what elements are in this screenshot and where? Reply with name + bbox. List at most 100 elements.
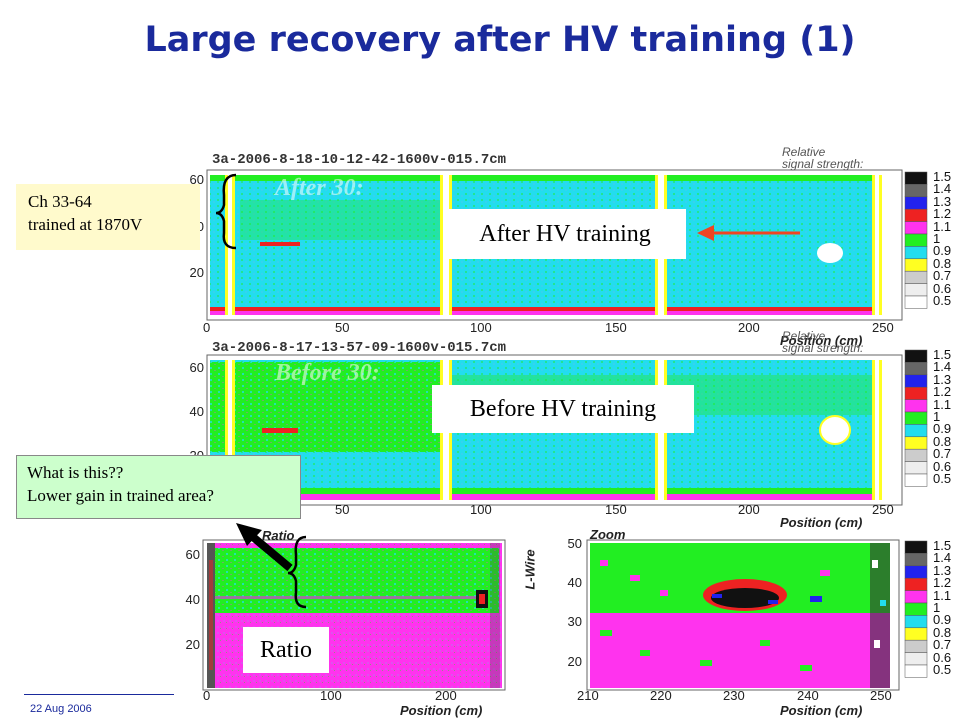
panel-before-overlay: Before 30: (275, 360, 380, 386)
legend-swatch (904, 590, 928, 604)
legend-value: 1.4 (933, 181, 952, 197)
legend-value: 1.4 (933, 359, 952, 375)
panel-ratio-xtick: 200 (435, 688, 457, 703)
brace-trained-ratio (287, 535, 307, 609)
panel-after-ytick: 20 (189, 265, 204, 280)
panel-zoom-ytick: 30 (567, 614, 582, 629)
legend-value: 0.6 (933, 649, 952, 665)
panel-ratio-xtick: 0 (203, 688, 211, 703)
legend-swatch (904, 473, 928, 487)
slide-title: Large recovery after HV training (1) (144, 20, 856, 60)
legend-swatches-bottom (904, 540, 928, 678)
legend-value: 1 (933, 409, 941, 424)
legend-title: Relative signal strength: (782, 146, 863, 170)
legend-title-line1: Relative (782, 329, 826, 343)
legend-swatch (904, 171, 928, 185)
panel-before-ytick: 40 (189, 404, 204, 419)
legend-swatch (904, 424, 928, 438)
panel-after-xtick: 150 (605, 320, 627, 335)
panel-ratio-ytick: 40 (185, 592, 200, 607)
legend-value: 0.7 (933, 446, 952, 462)
legend-swatch (904, 615, 928, 629)
panel-ratio-xlabel: Position (cm) (400, 703, 483, 718)
legend-value: 1.3 (933, 193, 952, 209)
legend-swatches-middle (904, 349, 928, 487)
panel-after-xtick: 250 (872, 320, 894, 335)
legend-swatch (904, 436, 928, 450)
panel-after-header: 3a-2006-8-18-10-12-42-1600v-015.7cm (212, 152, 507, 168)
legend-value: 0.9 (933, 612, 952, 628)
callout-after-hv-training: After HV training (444, 209, 686, 259)
legend-value: 1.1 (933, 587, 952, 603)
legend-value: 0.7 (933, 268, 952, 284)
legend-swatch (904, 184, 928, 198)
legend-value: 0.8 (933, 433, 952, 449)
legend-swatch (904, 411, 928, 425)
legend-swatch (904, 208, 928, 222)
legend-value: 1.5 (933, 169, 952, 184)
note-question-line2: Lower gain in trained area? (27, 486, 214, 505)
legend-value: 1.2 (933, 384, 952, 400)
panel-before-header: 3a-2006-8-17-13-57-09-1600v-015.7cm (212, 340, 507, 356)
panel-ratio-ytick: 20 (185, 637, 200, 652)
legend-swatch (904, 448, 928, 462)
legend-swatch (904, 196, 928, 210)
legend-swatch (904, 639, 928, 653)
panel-before-xlabel: Position (cm) (780, 515, 863, 530)
callout-ratio: Ratio (243, 627, 329, 673)
note-lower-gain-question: What is this?? Lower gain in trained are… (16, 455, 301, 519)
panel-zoom-header: Zoom (590, 527, 626, 542)
legend-swatch (904, 295, 928, 309)
panel-ratio-header: Ratio (262, 528, 295, 543)
legend-value: 1.4 (933, 550, 952, 566)
brace-trained-top (215, 173, 237, 250)
legend-value: 1.5 (933, 347, 952, 362)
legend-swatch (904, 664, 928, 678)
panel-before-xtick: 150 (605, 502, 627, 517)
legend-swatch (904, 233, 928, 247)
legend-swatch (904, 565, 928, 579)
panel-after-overlay: After 30: (275, 175, 364, 201)
legend-swatch (904, 362, 928, 376)
legend-value: 1 (933, 231, 941, 246)
legend-title-line2: signal strength: (782, 157, 864, 171)
black-arrow-head-icon (236, 523, 262, 546)
legend-value: 0.8 (933, 255, 952, 271)
panel-zoom-xlabel: Position (cm) (780, 703, 863, 718)
legend-value: 0.6 (933, 458, 952, 474)
legend-swatch (904, 652, 928, 666)
legend-swatch (904, 258, 928, 272)
footer-date: 22 Aug 2006 (30, 703, 92, 715)
red-arrow-head-icon (697, 225, 714, 241)
legend-swatch (904, 627, 928, 641)
legend-value: 0.8 (933, 624, 952, 640)
legend-swatches-top (904, 171, 928, 309)
legend-value: 1.2 (933, 206, 952, 222)
legend-swatch (904, 540, 928, 554)
legend-swatch (904, 399, 928, 413)
panel-zoom-heatmap (586, 539, 900, 691)
note-trained-line2: trained at 1870V (28, 215, 143, 234)
legend-swatch (904, 283, 928, 297)
legend-value: 1.2 (933, 575, 952, 591)
note-question-line1: What is this?? (27, 463, 124, 482)
panel-after-xtick: 100 (470, 320, 492, 335)
legend-value: 0.6 (933, 280, 952, 296)
legend-value: 1.3 (933, 562, 952, 578)
panel-after-xtick: 200 (738, 320, 760, 335)
legend-value: 1.1 (933, 218, 952, 234)
note-trained-line1: Ch 33-64 (28, 192, 92, 211)
legend-value: 0.5 (933, 471, 952, 486)
legend-value: 1.5 (933, 538, 952, 553)
legend-swatch (904, 553, 928, 567)
panel-before-xtick: 100 (470, 502, 492, 517)
legend-value: 1.3 (933, 371, 952, 387)
panel-ratio-xtick: 100 (320, 688, 342, 703)
panel-zoom-xtick: 250 (870, 688, 892, 703)
panel-zoom-xtick: 240 (797, 688, 819, 703)
legend-title-line1: Relative (782, 145, 826, 159)
legend-swatch (904, 461, 928, 475)
panel-zoom-ylabel: L-Wire (522, 549, 538, 590)
legend-title-mid: Relative signal strength: (782, 330, 863, 354)
